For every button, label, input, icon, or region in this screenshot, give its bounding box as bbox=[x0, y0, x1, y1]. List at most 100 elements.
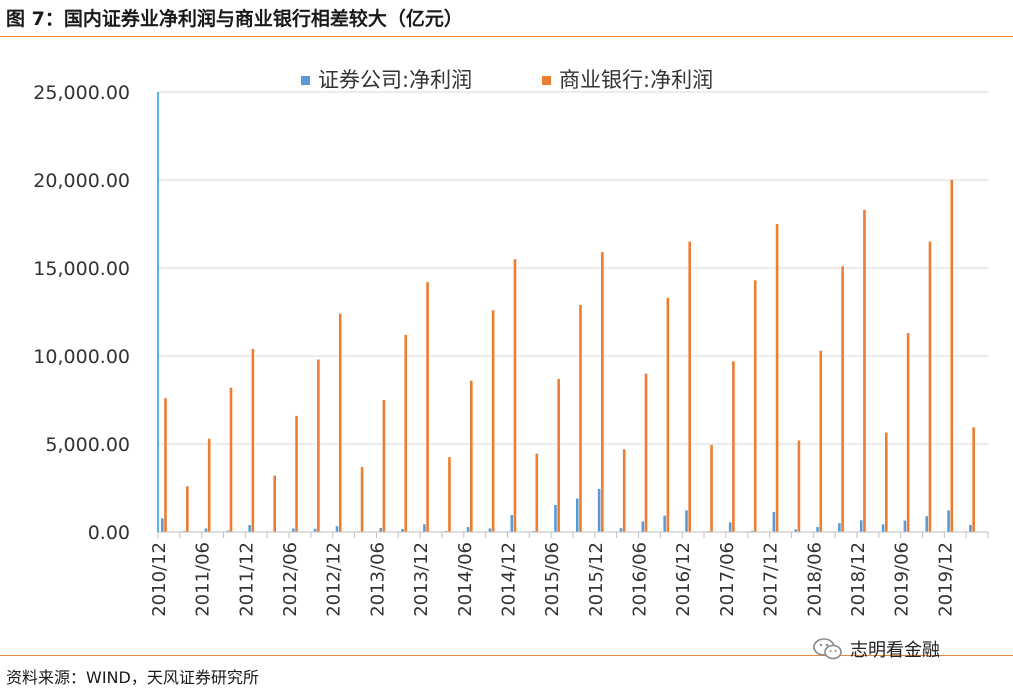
bar-bank-net-profit bbox=[884, 432, 888, 532]
bar-bank-net-profit bbox=[819, 350, 823, 532]
bar-bank-net-profit bbox=[360, 466, 364, 532]
bar-securities-net-profit bbox=[554, 505, 557, 532]
bar-securities-net-profit bbox=[248, 525, 251, 532]
bar-securities-net-profit bbox=[379, 527, 383, 532]
bar-bank-net-profit bbox=[579, 304, 582, 532]
bar-securities-net-profit bbox=[838, 523, 841, 532]
bar-bank-net-profit bbox=[186, 486, 189, 532]
x-tick-label: 2012/06 bbox=[280, 542, 301, 617]
gridlines bbox=[158, 91, 988, 445]
legend-label: 证券公司:净利润 bbox=[318, 68, 472, 92]
bar-chart: 0.00 5,000.00 10,000.00 15,000.00 20,000.00 2… bbox=[33, 68, 989, 617]
x-tick-label: 2017/12 bbox=[761, 542, 782, 617]
bar-securities-net-profit bbox=[292, 528, 295, 532]
bar-bank-net-profit bbox=[513, 259, 517, 532]
bar-bank-net-profit bbox=[928, 241, 932, 532]
x-axis: 2010/12 2011/06 2011/12 2012/06 2012/12 2013/… bbox=[149, 92, 989, 617]
bar-bank-net-profit bbox=[557, 378, 560, 532]
bar-bank-net-profit bbox=[491, 310, 495, 532]
x-tick-label: 2013/06 bbox=[367, 542, 388, 617]
y-tick-label: 15,000.00 bbox=[33, 258, 130, 280]
bar-securities-net-profit bbox=[881, 524, 885, 532]
y-tick-label: 0.00 bbox=[88, 522, 130, 544]
bar-securities-net-profit bbox=[401, 529, 404, 532]
bar-bank-net-profit bbox=[797, 440, 801, 532]
bar-securities-net-profit bbox=[226, 530, 230, 532]
bar-bank-net-profit bbox=[273, 475, 277, 532]
bar-bank-net-profit bbox=[404, 334, 408, 532]
bar-securities-net-profit bbox=[947, 510, 950, 532]
bar-securities-net-profit bbox=[444, 530, 448, 532]
bar-bank-net-profit bbox=[688, 241, 692, 532]
bar-bank-net-profit bbox=[338, 313, 342, 532]
x-tick-label: 2016/12 bbox=[673, 542, 694, 617]
legend-swatch bbox=[542, 76, 551, 85]
bar-securities-net-profit bbox=[750, 530, 754, 532]
y-tick-label: 5,000.00 bbox=[45, 434, 130, 456]
legend: 证券公司:净利润 商业银行:净利润 bbox=[301, 68, 713, 92]
bar-securities-net-profit bbox=[161, 518, 164, 532]
y-tick-label: 10,000.00 bbox=[33, 346, 130, 368]
y-axis-tick-labels: 0.00 5,000.00 10,000.00 15,000.00 20,000.00 2… bbox=[33, 82, 130, 544]
bar-securities-net-profit bbox=[182, 530, 186, 532]
x-tick-label: 2015/06 bbox=[542, 542, 563, 617]
x-tick-label: 2015/12 bbox=[586, 542, 607, 617]
x-tick-label: 2011/12 bbox=[236, 542, 257, 617]
wechat-icon bbox=[813, 638, 842, 660]
bar-securities-net-profit bbox=[423, 524, 426, 532]
bar-bank-net-profit bbox=[666, 297, 670, 532]
legend-label: 商业银行:净利润 bbox=[559, 68, 713, 92]
legend-swatch bbox=[301, 76, 310, 85]
bar-bank-net-profit bbox=[863, 209, 866, 533]
x-tick-label: 2013/12 bbox=[411, 542, 432, 617]
bar-securities-net-profit bbox=[969, 524, 972, 532]
source-divider bbox=[0, 655, 1013, 656]
x-tick-label: 2018/06 bbox=[804, 542, 825, 617]
watermark: 志明看金融 bbox=[812, 636, 940, 662]
watermark-text: 志明看金融 bbox=[850, 640, 940, 661]
x-tick-label: 2016/06 bbox=[630, 542, 651, 617]
bar-bank-net-profit bbox=[295, 415, 298, 532]
bar-securities-net-profit bbox=[794, 529, 798, 532]
bar-bank-net-profit bbox=[775, 224, 779, 532]
bar-securities-net-profit bbox=[816, 527, 819, 532]
title-divider bbox=[0, 36, 1013, 37]
bar-securities-net-profit bbox=[772, 512, 776, 532]
bar-bank-net-profit bbox=[448, 457, 451, 532]
bar-securities-net-profit bbox=[663, 515, 666, 532]
bar-bank-net-profit bbox=[251, 348, 255, 532]
bar-securities-net-profit bbox=[641, 521, 645, 532]
x-tick-label: 2011/06 bbox=[193, 542, 214, 617]
bar-securities-net-profit bbox=[728, 522, 732, 532]
bar-securities-net-profit bbox=[510, 515, 514, 532]
x-tick-label: 2010/12 bbox=[149, 542, 170, 617]
x-tick-label: 2018/12 bbox=[848, 542, 869, 617]
bar-bank-net-profit bbox=[426, 282, 429, 532]
bar-securities-net-profit bbox=[335, 526, 339, 532]
bar-bank-net-profit bbox=[601, 252, 604, 532]
x-tick-label: 2019/12 bbox=[935, 542, 956, 617]
bar-securities-net-profit bbox=[576, 498, 579, 532]
bar-bank-net-profit bbox=[317, 359, 320, 532]
bar-bank-net-profit bbox=[622, 449, 626, 532]
bar-securities-net-profit bbox=[488, 528, 492, 532]
bar-securities-net-profit bbox=[466, 527, 470, 532]
bar-securities-net-profit bbox=[859, 520, 863, 532]
bar-bank-net-profit bbox=[207, 438, 211, 532]
bar-bank-net-profit bbox=[972, 427, 975, 532]
bar-bank-net-profit bbox=[469, 380, 473, 532]
figure-title: 图 7：国内证券业净利润与商业银行相差较大（亿元） bbox=[6, 8, 463, 30]
bar-securities-net-profit bbox=[685, 510, 688, 532]
x-tick-label: 2017/06 bbox=[717, 542, 738, 617]
bar-securities-net-profit bbox=[903, 520, 907, 532]
source-note: 资料来源：WIND，天风证券研究所 bbox=[6, 668, 259, 687]
bar-securities-net-profit bbox=[597, 488, 601, 532]
x-tick-label: 2012/12 bbox=[324, 542, 345, 617]
bar-securities-net-profit bbox=[204, 528, 208, 532]
x-tick-label: 2019/06 bbox=[892, 542, 913, 617]
bar-series bbox=[161, 180, 975, 533]
bar-bank-net-profit bbox=[841, 266, 844, 532]
x-tick-label: 2014/06 bbox=[455, 542, 476, 617]
bar-securities-net-profit bbox=[925, 516, 929, 532]
x-tick-label: 2014/12 bbox=[498, 542, 519, 617]
